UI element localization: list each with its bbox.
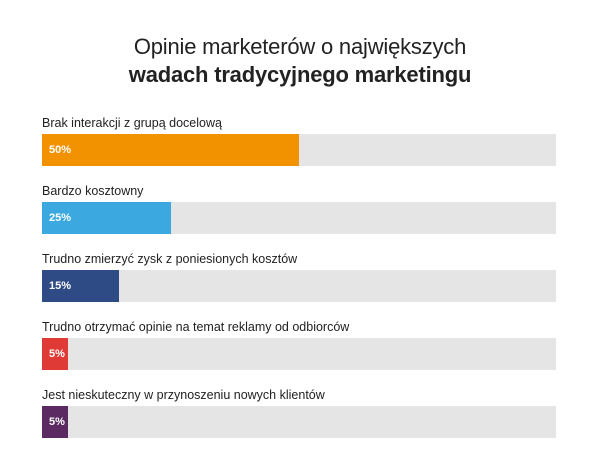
bar: 25% [42, 202, 171, 234]
bar-value-label: 5% [49, 348, 65, 360]
bar: 50% [42, 134, 299, 166]
bar-label: Trudno otrzymać opinie na temat reklamy … [42, 320, 350, 334]
bar: 5% [42, 406, 68, 438]
chart-title-line2: wadach tradycyjnego marketingu [128, 62, 472, 87]
bar-row: Bardzo kosztowny 25% [42, 184, 556, 244]
bar-value-label: 25% [49, 212, 72, 224]
bar-track: 50% [42, 134, 556, 166]
bar: 5% [42, 338, 68, 370]
bar: 15% [42, 270, 120, 302]
bar-track: 5% [42, 406, 556, 438]
bar-track: 5% [42, 338, 556, 370]
bar-track: 25% [42, 202, 556, 234]
bar-value-label: 50% [49, 144, 72, 156]
bar-row: Brak interakcji z grupą docelową 50% [42, 116, 556, 176]
bar-row: Trudno otrzymać opinie na temat reklamy … [42, 320, 556, 380]
bar-value-label: 15% [49, 280, 72, 292]
bar-row: Jest nieskuteczny w przynoszeniu nowych … [42, 388, 556, 448]
bar-label: Trudno zmierzyć zysk z poniesionych kosz… [42, 252, 298, 266]
bar-label: Brak interakcji z grupą docelową [42, 116, 222, 130]
bar-label: Bardzo kosztowny [42, 184, 144, 198]
bar-row: Trudno zmierzyć zysk z poniesionych kosz… [42, 252, 556, 312]
bar-track: 15% [42, 270, 556, 302]
bar-value-label: 5% [49, 416, 65, 428]
chart-title-line1: Opinie marketerów o największych [133, 34, 467, 59]
bar-label: Jest nieskuteczny w przynoszeniu nowych … [42, 388, 325, 402]
